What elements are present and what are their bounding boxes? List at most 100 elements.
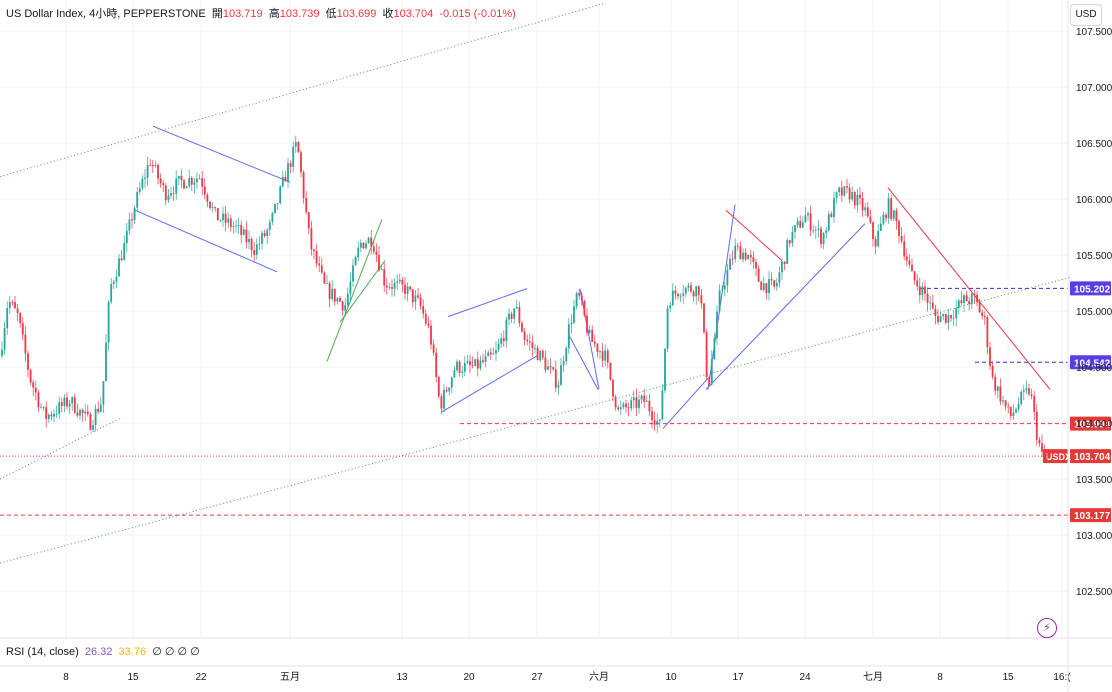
candle-body <box>775 282 778 287</box>
candle-body <box>68 403 71 407</box>
candle <box>417 288 419 300</box>
candle <box>749 249 752 265</box>
candle <box>3 321 6 355</box>
candle-body <box>21 323 24 335</box>
candle-body <box>677 293 679 297</box>
candle-body <box>934 308 937 317</box>
candle <box>583 299 586 318</box>
candle-body <box>81 409 84 414</box>
candle-body <box>42 406 45 408</box>
candle <box>151 159 154 174</box>
candle <box>887 192 890 224</box>
candle-body <box>1035 411 1038 440</box>
y-tick-label: 104.000 <box>1076 419 1112 430</box>
candle <box>697 285 700 302</box>
candle <box>510 311 513 323</box>
candle-body <box>294 142 297 147</box>
candle <box>32 379 35 397</box>
level-price-tag <box>1070 508 1111 523</box>
candle <box>809 205 812 237</box>
candle-body <box>97 408 100 412</box>
candle-body <box>352 265 354 282</box>
candle <box>703 302 705 335</box>
candle <box>133 205 136 224</box>
candle-body <box>261 233 263 244</box>
candle-body <box>575 292 578 307</box>
candle-body <box>232 226 235 228</box>
candle <box>157 163 159 185</box>
candle-body <box>591 329 594 342</box>
candle <box>734 238 737 263</box>
candle-body <box>27 353 29 370</box>
candle <box>898 219 900 244</box>
candle <box>523 327 526 346</box>
candle-body <box>409 286 412 290</box>
candle-body <box>557 385 560 388</box>
candle-body <box>835 192 838 199</box>
candle-body <box>913 271 916 281</box>
candle-body <box>994 376 997 391</box>
candle-body <box>1015 409 1017 413</box>
candle <box>222 206 224 228</box>
candle-body <box>149 164 152 166</box>
x-tick-label: 8 <box>63 672 69 683</box>
candle <box>456 359 458 373</box>
candle <box>630 396 633 412</box>
candle-body <box>305 198 308 213</box>
candle <box>658 418 661 428</box>
candle-body <box>164 185 167 201</box>
candle-body <box>492 353 495 355</box>
candle <box>206 192 209 208</box>
candle <box>292 141 295 173</box>
candle <box>989 342 991 370</box>
candle-body <box>736 245 739 247</box>
candle-body <box>484 356 487 362</box>
candle <box>307 211 310 235</box>
candle-body <box>661 390 664 420</box>
currency-button[interactable]: USD <box>1070 4 1102 26</box>
lightning-icon[interactable]: ⚡ <box>1037 618 1057 638</box>
candle-body <box>203 186 206 195</box>
candle-body <box>866 207 869 217</box>
candle-body <box>827 213 830 231</box>
candle <box>424 309 427 326</box>
trendline <box>0 276 1071 564</box>
candle-body <box>864 207 867 211</box>
candle-body <box>86 411 89 415</box>
candle <box>232 221 235 234</box>
candle-body <box>378 254 380 270</box>
candle <box>341 300 344 317</box>
symbol-name: US Dollar Index, 4小時, PEPPERSTONE <box>6 8 206 20</box>
candle-body <box>700 295 703 304</box>
candle <box>635 388 638 417</box>
candle <box>994 373 997 396</box>
candle <box>398 273 401 284</box>
candle <box>882 211 885 226</box>
candle-body <box>861 198 864 211</box>
candle-body <box>71 397 74 404</box>
candle-body <box>690 285 692 292</box>
candle <box>149 159 152 167</box>
candle-body <box>289 163 292 167</box>
candle <box>812 224 815 234</box>
candle <box>315 243 318 268</box>
candle-body <box>931 302 934 309</box>
candle <box>227 212 230 228</box>
candle-body <box>765 283 768 294</box>
low-value: 103.699 <box>336 8 377 20</box>
candle <box>926 287 929 312</box>
candle <box>118 253 120 277</box>
candle-body <box>16 308 19 314</box>
candle-body <box>744 252 747 260</box>
candle-body <box>250 238 253 251</box>
candle <box>344 297 347 318</box>
candle-body <box>1025 388 1028 391</box>
candle <box>968 296 971 311</box>
candle <box>89 411 92 431</box>
candle <box>742 248 744 263</box>
candle-body <box>222 213 224 221</box>
y-tick-label: 106.500 <box>1076 139 1112 150</box>
candle-body <box>456 361 458 371</box>
candle <box>411 289 414 308</box>
